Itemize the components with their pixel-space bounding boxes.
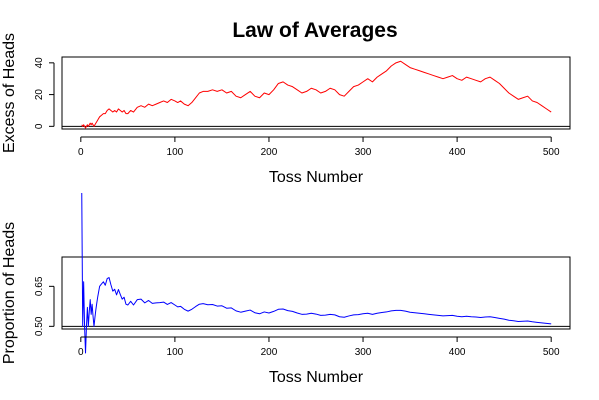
excess-x-tick-label: 0 [78, 147, 84, 158]
proportion-y-axis-title: Proportion of Heads [1, 222, 18, 364]
excess-x-tick-label: 300 [355, 147, 372, 158]
proportion-plot-frame [61, 256, 571, 330]
proportion-x-tick-label: 500 [543, 347, 560, 358]
proportion-x-axis-title: Toss Number [269, 369, 364, 386]
proportion-of-heads-panel: 0 100 200 300 400 500 Toss Number 0.50 0.65 Propo… [1, 192, 571, 386]
excess-x-axis-title: Toss Number [269, 169, 364, 186]
excess-y-tick-label: 40 [34, 57, 45, 69]
excess-x-tick-label: 400 [449, 147, 466, 158]
excess-series-line [81, 60, 552, 129]
proportion-x-tick-label: 300 [355, 347, 372, 358]
proportion-x-tick-label: 0 [78, 347, 84, 358]
proportion-x-tick-label: 100 [167, 347, 184, 358]
excess-x-tick-label: 500 [543, 147, 560, 158]
excess-of-heads-panel: 0 100 200 300 400 500 Toss Number 0 20 40 Excess o… [1, 33, 571, 186]
excess-x-tick-label: 100 [167, 147, 184, 158]
excess-y-tick-label: 20 [34, 89, 45, 101]
excess-y-axis-title: Excess of Heads [1, 33, 18, 153]
chart-title: Law of Averages [232, 19, 397, 42]
proportion-x-tick-label: 400 [449, 347, 466, 358]
proportion-y-tick-label: 0.50 [34, 316, 45, 336]
excess-y-tick-label: 0 [34, 123, 45, 129]
proportion-y-tick-label: 0.65 [34, 276, 45, 296]
excess-x-tick-label: 200 [261, 147, 278, 158]
excess-plot-frame [61, 56, 571, 130]
proportion-series-line [81, 192, 552, 354]
proportion-x-tick-label: 200 [261, 347, 278, 358]
